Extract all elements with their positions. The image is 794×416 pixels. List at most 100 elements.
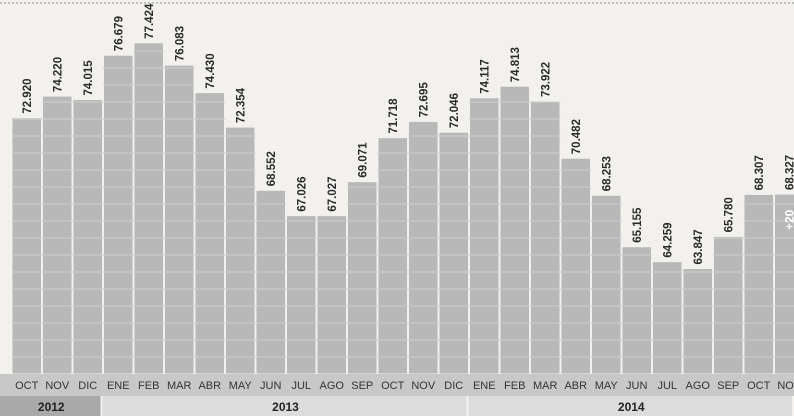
bar-value-label: 65.780 (723, 197, 735, 232)
year-label: 2014 (618, 400, 645, 414)
bar (316, 215, 347, 375)
bar-clearance (499, 4, 530, 87)
month-tick-label: DIC (78, 380, 97, 392)
month-tick-label: SEP (717, 380, 739, 392)
bar (347, 181, 378, 375)
bar (438, 131, 469, 375)
month-tick-label: FEB (138, 380, 159, 392)
bar-clearance (469, 4, 500, 98)
month-tick-label: ABR (564, 380, 587, 392)
month-axis: OCT NOV DIC ENE FEB MAR ABR MAY JUN JUL AGO SEP OCT N… (0, 374, 794, 396)
bar-value-label: 65.155 (632, 207, 644, 243)
month-tick-label: JUL (657, 380, 677, 392)
month-tick-label: OCT (747, 380, 771, 392)
bar (408, 120, 439, 375)
bar-clearance (164, 4, 195, 66)
month-tick-label: ENE (473, 380, 496, 392)
bar-value-label: 74.220 (52, 57, 64, 92)
bar (225, 126, 256, 375)
bar-clearance (255, 4, 286, 191)
month-tick-label: JUN (260, 380, 281, 392)
bar-clearance (652, 4, 683, 262)
month-tick-label: AGO (686, 380, 711, 392)
bar-value-label: 74.813 (510, 47, 522, 82)
bar (133, 42, 164, 375)
value-labels: 72.920 74.220 74.015 76.679 77.424 76.083 74.4… (22, 3, 794, 264)
bar-clearance (347, 4, 378, 182)
bar (621, 246, 652, 375)
month-tick-label: MAR (533, 380, 558, 392)
month-tick-label: JUN (626, 380, 647, 392)
bar-value-label: 67.026 (296, 176, 308, 211)
grid-lines (11, 4, 794, 358)
month-band (0, 374, 794, 396)
bar-clearance (103, 4, 134, 56)
bar (499, 85, 530, 375)
bar-clearance (42, 4, 73, 97)
year-band (0, 396, 101, 416)
bar-value-label: 74.117 (479, 59, 491, 94)
bar-value-label: 67.027 (327, 176, 339, 211)
bar-value-label: 71.718 (388, 98, 400, 134)
year-band (102, 396, 467, 416)
bar-value-label: 68.552 (266, 151, 278, 186)
bar-value-label: 64.259 (662, 222, 674, 257)
bar-clearance (72, 4, 103, 100)
bar-value-label: 70.482 (571, 119, 583, 154)
bar-value-label: 76.679 (113, 16, 125, 51)
bar (469, 97, 500, 375)
bar-clearance (286, 4, 317, 216)
bar (713, 235, 744, 375)
month-tick-label: ENE (107, 380, 130, 392)
month-tick-label: JUL (291, 380, 311, 392)
bar (194, 92, 225, 375)
month-tick-label: SEP (351, 380, 373, 392)
bar (682, 267, 713, 375)
bar-clearance (316, 4, 347, 216)
month-tick-label: MAY (595, 380, 619, 392)
bar-clearance (591, 4, 622, 196)
year-label: 2013 (272, 400, 299, 414)
bar (103, 54, 134, 375)
bar-clearance (774, 4, 794, 195)
month-tick-label: MAR (167, 380, 192, 392)
bar-value-label: 74.015 (83, 60, 95, 96)
bar-value-label: 72.695 (418, 82, 430, 118)
bar-value-label: 77.424 (144, 3, 156, 39)
month-tick-label: AGO (320, 380, 345, 392)
bar-value-label: 72.046 (449, 93, 461, 128)
bar-clearance (713, 4, 744, 237)
bar-clearance (133, 4, 164, 43)
month-tick-label: NOV (45, 380, 70, 392)
bar (560, 157, 591, 375)
bar-value-label: 76.083 (174, 26, 186, 61)
bar-value-label: 63.847 (693, 229, 705, 264)
bar-value-label: 72.920 (22, 78, 34, 113)
month-tick-label: NOV (777, 380, 794, 392)
bar-clearance (530, 4, 561, 102)
bar (164, 64, 195, 375)
bar (377, 137, 408, 375)
highlight-label: +20 (782, 209, 794, 230)
month-tick-label: OCT (15, 380, 39, 392)
bar-clearance (377, 4, 408, 138)
bar-value-label: 72.354 (235, 87, 247, 123)
bar-clearance (194, 4, 225, 93)
month-tick-label: ABR (198, 380, 221, 392)
bar-clearance (621, 4, 652, 247)
bar-value-label: 68.327 (784, 155, 794, 190)
bar-clearance (11, 4, 42, 118)
bar-clearance (560, 4, 591, 159)
month-tick-label: OCT (381, 380, 405, 392)
bar (255, 189, 286, 375)
bar-value-label: 74.430 (205, 53, 217, 88)
month-tick-label: DIC (444, 380, 463, 392)
month-tick-label: FEB (504, 380, 525, 392)
bar-value-label: 69.071 (357, 142, 369, 178)
month-tick-label: NOV (411, 380, 436, 392)
bar-clearance (682, 4, 713, 269)
year-label: 2012 (38, 400, 65, 414)
bar-clearance (408, 4, 439, 122)
